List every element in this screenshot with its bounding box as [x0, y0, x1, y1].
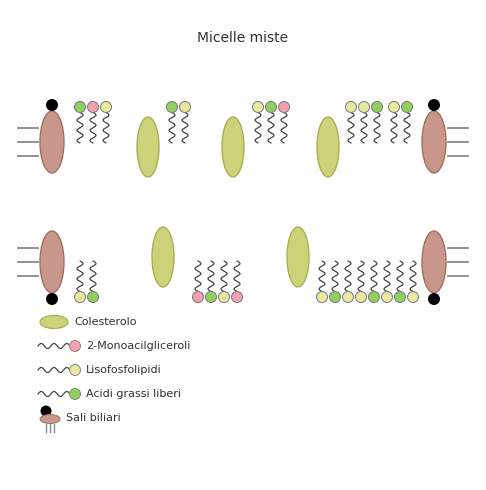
Ellipse shape	[40, 111, 64, 173]
Ellipse shape	[422, 111, 446, 173]
Circle shape	[46, 99, 58, 111]
Ellipse shape	[40, 415, 60, 423]
Ellipse shape	[152, 227, 174, 287]
Circle shape	[368, 292, 380, 302]
Ellipse shape	[222, 117, 244, 177]
Circle shape	[346, 101, 357, 113]
Circle shape	[219, 292, 229, 302]
Circle shape	[167, 101, 177, 113]
Circle shape	[206, 292, 216, 302]
Circle shape	[192, 292, 204, 302]
Circle shape	[428, 99, 440, 111]
Circle shape	[428, 293, 440, 305]
Circle shape	[101, 101, 111, 113]
Circle shape	[382, 292, 393, 302]
Ellipse shape	[40, 231, 64, 293]
Circle shape	[231, 292, 243, 302]
Ellipse shape	[287, 227, 309, 287]
Circle shape	[355, 292, 366, 302]
Circle shape	[388, 101, 399, 113]
Circle shape	[87, 101, 99, 113]
Text: Colesterolo: Colesterolo	[74, 317, 137, 327]
Circle shape	[40, 406, 52, 416]
Circle shape	[371, 101, 382, 113]
Circle shape	[395, 292, 405, 302]
Ellipse shape	[422, 231, 446, 293]
Circle shape	[316, 292, 328, 302]
Circle shape	[69, 389, 81, 399]
Circle shape	[69, 341, 81, 351]
Ellipse shape	[137, 117, 159, 177]
Circle shape	[278, 101, 290, 113]
Text: Lisofosfolipidi: Lisofosfolipidi	[86, 365, 162, 375]
Text: Micelle miste: Micelle miste	[197, 31, 289, 45]
Ellipse shape	[317, 117, 339, 177]
Circle shape	[401, 101, 413, 113]
Circle shape	[265, 101, 277, 113]
Circle shape	[179, 101, 191, 113]
Ellipse shape	[40, 316, 68, 328]
Circle shape	[74, 101, 86, 113]
Text: 2-Monoacilgliceroli: 2-Monoacilgliceroli	[86, 341, 191, 351]
Circle shape	[69, 365, 81, 375]
Circle shape	[253, 101, 263, 113]
Text: Acidi grassi liberi: Acidi grassi liberi	[86, 389, 181, 399]
Circle shape	[46, 293, 58, 305]
Circle shape	[74, 292, 86, 302]
Circle shape	[87, 292, 99, 302]
Circle shape	[343, 292, 353, 302]
Circle shape	[407, 292, 418, 302]
Circle shape	[330, 292, 341, 302]
Text: Sali biliari: Sali biliari	[66, 413, 121, 423]
Circle shape	[359, 101, 369, 113]
